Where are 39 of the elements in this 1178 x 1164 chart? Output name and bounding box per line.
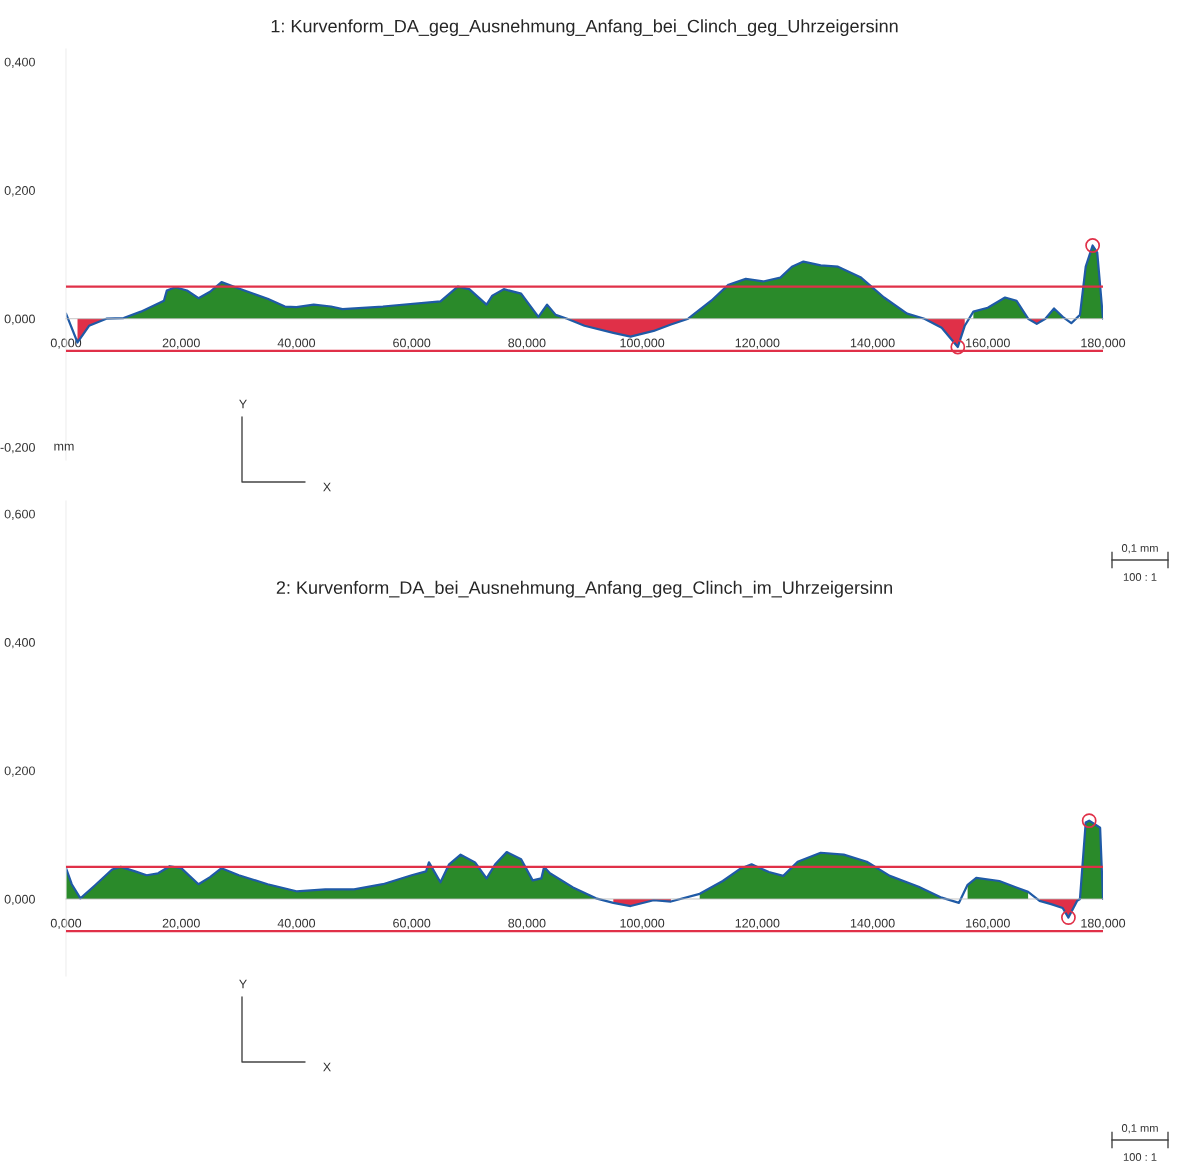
x-tick-label: 60,000 [393, 918, 431, 930]
y-tick-label: 0,000 [4, 314, 35, 325]
text: 0,1 mm [1121, 1124, 1158, 1134]
chart-title: 1: Kurvenform_DA_geg_Ausnehmung_Anfang_bei_Clinch_geg_Uhrzeigersinn [271, 19, 898, 37]
y-tick-label: 0,200 [4, 766, 35, 777]
y-tick-label: 0,400 [4, 57, 35, 68]
x-tick-label: 20,000 [162, 918, 200, 930]
text: 2: Kurvenform_DA_bei_Ausnehmung_Anfang_geg_Clinch_im_Uhrzeigersinn [276, 580, 892, 598]
y-tick-label: 0,600 [4, 509, 35, 520]
x-tick-label: 40,000 [277, 338, 316, 349]
x-tick-label: 60,000 [393, 338, 431, 349]
x-tick-label: 160,000 [966, 338, 1010, 349]
text: 100 : 1 [1123, 1153, 1157, 1161]
text: 0,1 mm [1121, 544, 1158, 554]
text: 100 : 1 [1123, 573, 1157, 581]
x-tick-label: 180,000 [1081, 338, 1126, 349]
y-tick-label: 0,400 [4, 638, 35, 649]
annotation: Y [239, 399, 247, 409]
y-tick-label: -0,200 [0, 442, 35, 454]
text: X [323, 1062, 331, 1072]
x-tick-label: 100,000 [620, 338, 665, 349]
x-tick-label: 120,000 [735, 918, 780, 930]
x-tick-label: 180,000 [1081, 918, 1126, 930]
y-tick-label: 0,200 [4, 186, 35, 197]
text: X [323, 482, 331, 492]
x-tick-label: 0,000 [50, 338, 82, 349]
x-tick-label: 140,000 [850, 918, 895, 930]
x-tick-label: 160,000 [966, 918, 1010, 930]
x-tick-label: 140,000 [850, 338, 895, 349]
y-axis-title: mm [54, 443, 74, 451]
y-tick-label: 0,000 [4, 894, 35, 906]
x-tick-label: 0,000 [50, 918, 82, 930]
x-tick-label: 80,000 [508, 918, 546, 930]
x-tick-label: 100,000 [620, 918, 665, 930]
text: Y [239, 979, 247, 989]
x-tick-label: 20,000 [162, 338, 200, 349]
x-tick-label: 80,000 [508, 338, 546, 349]
x-tick-label: 120,000 [735, 338, 780, 349]
x-tick-label: 40,000 [277, 918, 316, 930]
